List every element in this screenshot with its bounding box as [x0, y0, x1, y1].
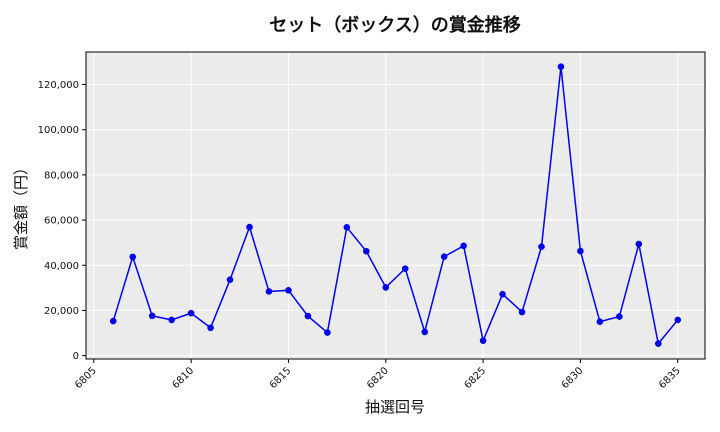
data-point — [207, 324, 214, 332]
data-point — [226, 276, 234, 284]
x-tick-label: 6810 — [170, 365, 196, 391]
data-point — [265, 288, 273, 295]
y-axis-label: 賞金額（円） — [12, 160, 30, 250]
y-tick-label: 80,000 — [44, 170, 79, 181]
x-tick-label: 6805 — [73, 365, 99, 391]
data-point — [577, 247, 584, 255]
y-tick-label: 0 — [73, 351, 79, 362]
y-tick-label: 100,000 — [38, 125, 79, 136]
data-point — [285, 287, 292, 294]
data-point — [109, 317, 117, 325]
x-tick-label: 6830 — [560, 365, 586, 391]
data-point — [440, 253, 448, 260]
data-point — [479, 337, 487, 345]
data-point — [168, 316, 175, 324]
data-point — [518, 308, 526, 316]
data-point — [421, 328, 428, 336]
data-point — [246, 223, 253, 231]
data-point — [324, 329, 331, 336]
x-tick-label: 6835 — [657, 365, 683, 391]
data-point — [148, 312, 156, 320]
data-point — [363, 247, 370, 255]
series-layer — [109, 63, 682, 347]
data-point — [538, 243, 545, 251]
data-point — [616, 313, 623, 320]
grid-lines — [86, 52, 705, 359]
y-tick-label: 60,000 — [44, 216, 79, 227]
y-tick-label: 20,000 — [44, 306, 79, 317]
series-line — [112, 66, 679, 346]
data-point — [460, 242, 467, 250]
data-point — [129, 253, 137, 261]
data-point — [401, 265, 409, 272]
data-point — [499, 290, 506, 298]
y-tick-label: 40,000 — [44, 261, 79, 272]
plot-frame — [85, 51, 706, 360]
x-tick-label: 6825 — [462, 365, 488, 391]
data-point — [382, 284, 390, 291]
y-tick-label: 120,000 — [38, 80, 79, 91]
data-point — [557, 63, 565, 70]
data-point — [187, 309, 195, 317]
data-point — [674, 316, 682, 324]
plot-area — [86, 52, 705, 359]
x-axis-label: 抽選回号 — [365, 398, 425, 416]
data-point — [596, 318, 604, 326]
data-point — [343, 223, 351, 231]
x-tick-label: 6820 — [365, 365, 391, 391]
data-point — [635, 240, 643, 248]
data-point — [304, 312, 312, 320]
data-point — [654, 340, 662, 347]
chart-title: セット（ボックス）の賞金推移 — [269, 14, 520, 36]
x-tick-label: 6815 — [268, 365, 294, 391]
